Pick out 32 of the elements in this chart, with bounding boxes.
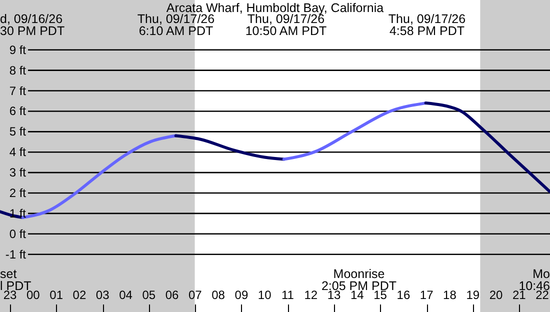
- x-tick-label: 19: [466, 288, 480, 302]
- x-tick-label: 04: [119, 288, 133, 302]
- y-tick-label: 2 ft: [9, 186, 27, 200]
- annotation: Thu, 09/17/26 6:10 AM PDT: [137, 12, 215, 38]
- x-tick-label: 17: [420, 288, 434, 302]
- x-tick-label: 16: [396, 288, 410, 302]
- y-tick-label: 5 ft: [9, 124, 27, 139]
- x-tick-label: 05: [142, 288, 156, 302]
- annotation: Thu, 09/17/26 4:58 PM PDT: [388, 12, 466, 38]
- x-tick-label: 06: [165, 288, 180, 302]
- x-tick-label: 07: [188, 288, 202, 302]
- y-tick-label: 4 ft: [9, 145, 27, 160]
- y-tick-label: 3 ft: [9, 166, 27, 180]
- y-tick-label: 6 ft: [9, 104, 27, 118]
- x-tick-label: 00: [26, 288, 40, 302]
- y-tick-label: 7 ft: [9, 84, 27, 98]
- x-tick-label: 10: [258, 288, 272, 302]
- x-tick-label: 12: [304, 288, 318, 302]
- x-tick-label: 20: [489, 288, 503, 302]
- x-tick-label: 09: [234, 288, 248, 302]
- y-tick-label: 9 ft: [9, 42, 27, 57]
- annotation: d, 09/16/26 30 PM PDT: [0, 12, 65, 38]
- x-tick-label: 18: [443, 288, 457, 302]
- x-tick-label: 01: [50, 288, 64, 302]
- chart-title: Arcata Wharf, Humboldt Bay, California: [166, 1, 384, 15]
- y-tick-label: -1 ft: [5, 247, 27, 262]
- x-tick-label: 02: [72, 288, 86, 302]
- x-tick-label: 03: [96, 288, 110, 302]
- x-tick-label: 11: [281, 288, 294, 302]
- x-tick-label: 08: [212, 288, 226, 302]
- y-tick-label: 0 ft: [9, 226, 27, 241]
- y-tick-label: 8 ft: [9, 63, 27, 78]
